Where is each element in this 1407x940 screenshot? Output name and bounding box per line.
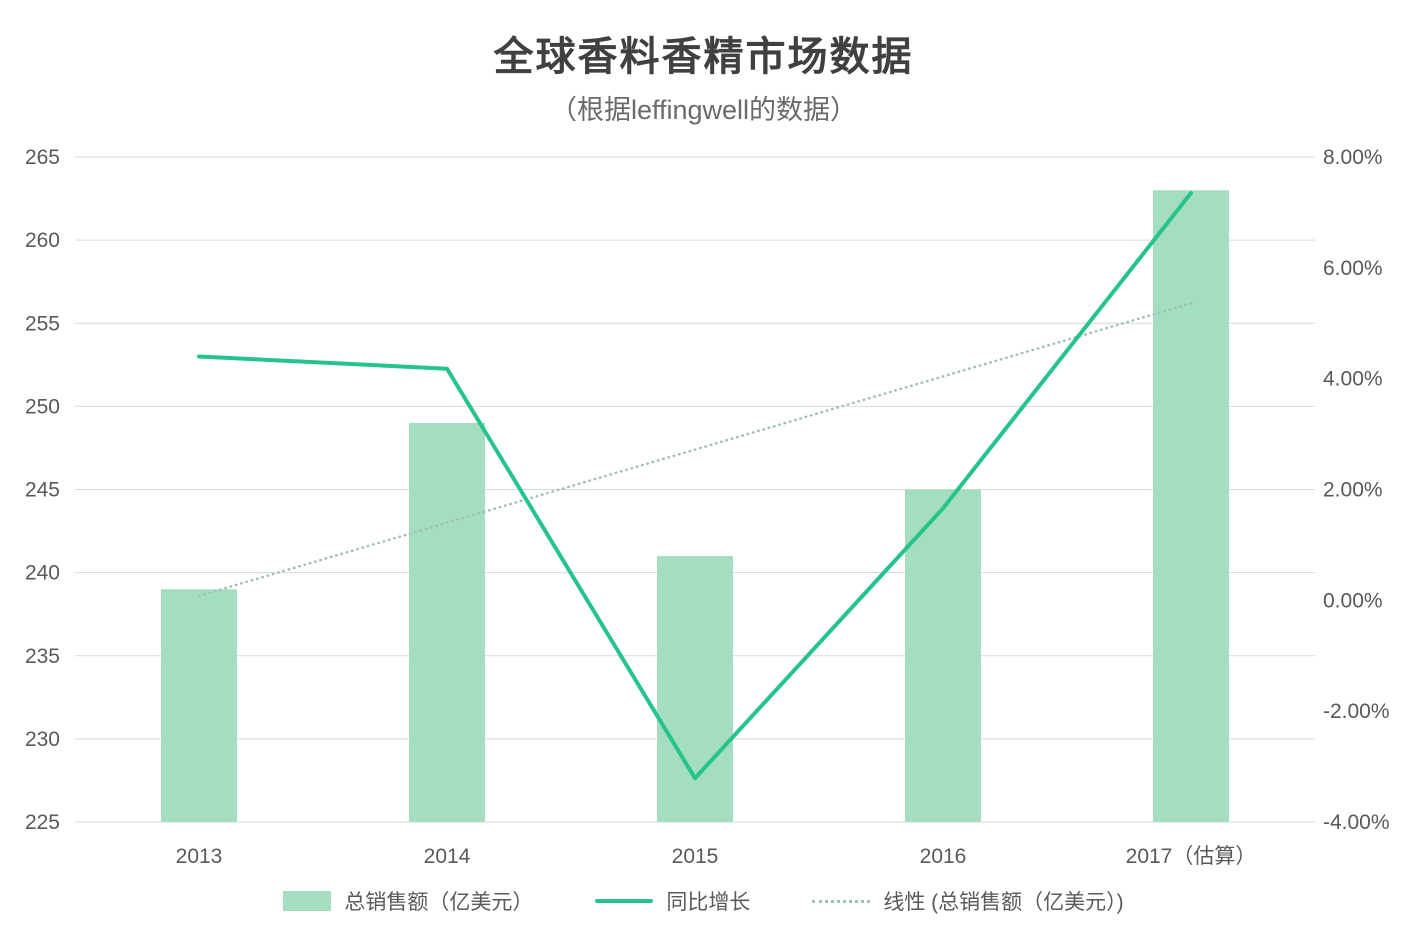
left-axis-tick-label: 235 xyxy=(25,645,60,668)
line-swatch-icon xyxy=(595,899,654,903)
left-axis-tick-label: 230 xyxy=(25,728,60,751)
left-axis-tick-label: 250 xyxy=(25,395,60,418)
bar xyxy=(161,589,237,822)
legend-label-trendline: 线性 (总销售额（亿美元）) xyxy=(883,891,1124,914)
trendline-swatch-icon xyxy=(812,899,871,903)
bar-swatch-icon xyxy=(283,891,332,911)
left-axis-tick-label: 245 xyxy=(25,479,60,502)
right-axis-tick-label: 2.00% xyxy=(1323,479,1383,502)
right-axis-tick-label: 4.00% xyxy=(1323,368,1383,391)
growth-line xyxy=(197,191,1193,781)
left-axis-tick-label: 265 xyxy=(25,146,60,169)
legend: 总销售额（亿美元） 同比增长 线性 (总销售额（亿美元）) xyxy=(0,886,1407,916)
left-axis-tick-label: 255 xyxy=(25,312,60,335)
trendline xyxy=(197,302,1193,598)
x-axis-category-label: 2014 xyxy=(424,845,471,868)
x-axis-category-label: 2016 xyxy=(920,845,967,868)
right-axis-tick-label: -2.00% xyxy=(1323,700,1390,723)
bar xyxy=(1153,190,1229,822)
right-axis-tick-label: 8.00% xyxy=(1323,146,1383,169)
bar xyxy=(905,489,981,822)
bar xyxy=(409,423,485,822)
legend-label-total-sales: 总销售额（亿美元） xyxy=(344,891,534,914)
legend-item-yoy-growth: 同比增长 xyxy=(595,886,750,916)
left-axis-tick-label: 260 xyxy=(25,229,60,252)
legend-item-total-sales: 总销售额（亿美元） xyxy=(283,886,533,916)
x-axis-category-label: 2013 xyxy=(176,845,223,868)
right-axis-tick-label: 6.00% xyxy=(1323,257,1383,280)
x-axis-category-label: 2015 xyxy=(672,845,719,868)
chart-title: 全球香料香精市场数据 xyxy=(493,35,914,79)
left-axis-tick-label: 225 xyxy=(25,811,60,834)
right-axis-tick-label: -4.00% xyxy=(1323,811,1390,834)
legend-label-yoy-growth: 同比增长 xyxy=(666,891,751,914)
chart-subtitle: （根据leffingwell的数据） xyxy=(549,95,858,125)
legend-item-trendline: 线性 (总销售额（亿美元）) xyxy=(812,886,1124,916)
left-axis-tick-label: 240 xyxy=(25,562,60,585)
bar xyxy=(657,556,733,822)
x-axis-category-label: 2017（估算） xyxy=(1126,845,1257,868)
right-axis-tick-label: 0.00% xyxy=(1323,589,1383,612)
